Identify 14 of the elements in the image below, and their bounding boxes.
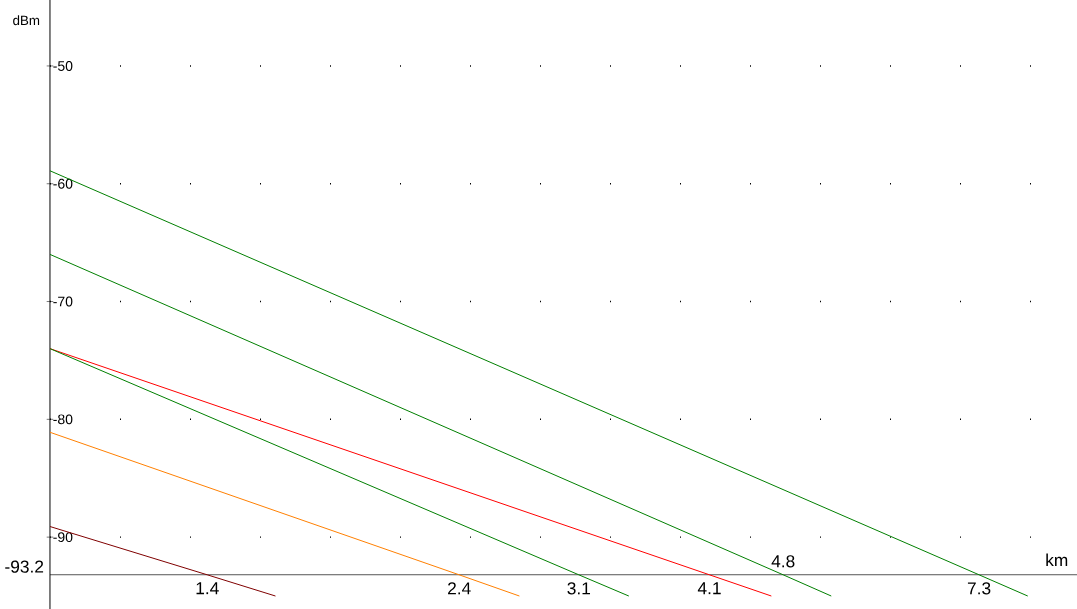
x-tick-label: 2.4 [448, 582, 471, 595]
y-axis-title: dBm [13, 15, 40, 26]
annotation: 4.8 [771, 555, 795, 568]
x-tick-label: 4.1 [697, 582, 721, 595]
x-tick-label: 7.3 [967, 582, 991, 595]
y-tick-label: -60 [53, 178, 73, 189]
x-tick-label: 3.1 [567, 582, 591, 595]
x-axis-title: km [1046, 553, 1068, 567]
y-tick-label: -50 [53, 61, 73, 71]
y-tick-label: -90 [53, 532, 73, 543]
x-tick-label: 1.4 [196, 582, 219, 595]
text: -93.2 [5, 560, 44, 573]
y-tick-label: -70 [53, 296, 73, 307]
y-tick-label: -80 [53, 414, 73, 425]
